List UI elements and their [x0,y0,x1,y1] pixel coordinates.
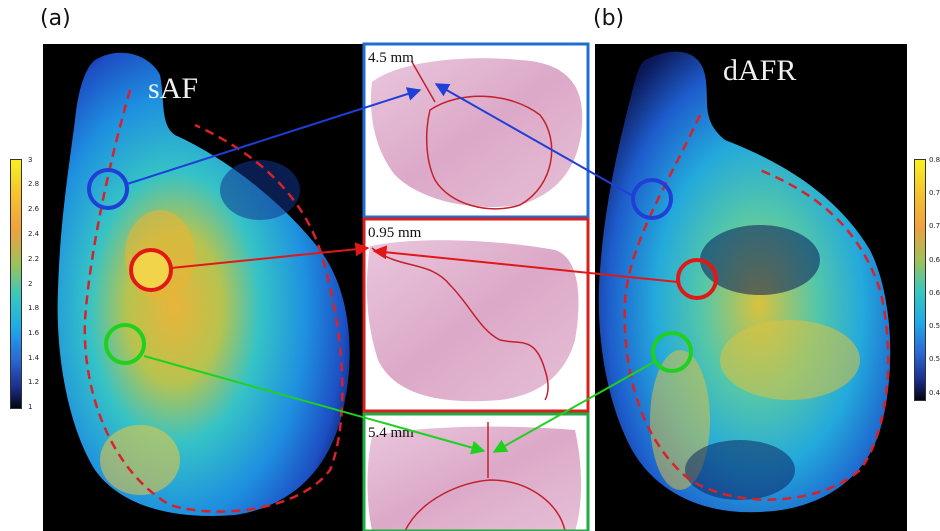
right-dark-region [685,440,795,500]
left-blue-marker [87,168,129,210]
left-colorbar-tick: 2.4 [28,230,40,238]
panel-label-a: (a) [40,6,71,31]
histology-frame [362,412,590,531]
histology-tissue [370,58,583,207]
depth-label: 5.4 mm [368,425,414,441]
left-tissue-map [57,52,350,516]
left-dark-region [220,160,300,220]
histology-frame [362,217,590,413]
panel-label-b: (b) [593,6,625,31]
left-colorbar-tick: 1.2 [28,378,40,386]
right-colorbar-tick: 0.6 [929,289,940,297]
depth-label: 4.5 mm [368,50,414,66]
left-dashed-boundary [83,89,344,513]
left-colorbar-tick: 3 [28,156,33,164]
right-colorbar-tick: 0.4 [929,389,940,397]
right-bright-region [720,320,860,400]
histology-tissue [367,426,582,531]
right-colorbar [914,159,926,401]
left-red-marker [129,248,173,292]
left-map-title: sAF [148,72,198,105]
right-colorbar-ticks: 0.8 0.7 0.7 0.6 0.6 0.5 0.5 0.4 [929,156,940,406]
histology-depth-line [411,61,436,103]
histology-tissue [366,240,579,402]
histology-panel-red: 0.95 mm [362,217,590,413]
blue-arrow-right [434,83,634,197]
left-colorbar-tick: 1 [28,403,33,411]
histology-frame [362,42,590,219]
left-colorbar-tick: 1.4 [28,354,40,362]
left-colorbar [10,159,22,409]
green-arrow-left [143,355,486,455]
left-colorbar-tick: 2.6 [28,205,40,213]
histology-panel-green: 5.4 mm [362,412,590,531]
left-green-marker [104,323,146,365]
right-red-marker [676,258,718,300]
right-dark-region [700,225,820,295]
depth-label: 0.95 mm [368,225,422,241]
left-colorbar-tick: 2.8 [28,180,40,188]
right-colorbar-tick: 0.7 [929,222,940,230]
left-colorbar-tick: 2 [28,280,33,288]
right-colorbar-tick: 0.5 [929,322,940,330]
right-dashed-boundary [623,114,890,501]
right-map-title: dAFR [723,54,796,87]
left-bright-region [100,425,180,495]
right-colorbar-tick: 0.5 [929,355,940,363]
left-colorbar-ticks: 3 2.8 2.6 2.4 2.2 2 1.8 1.6 1.4 1.2 1 [28,156,48,412]
right-colorbar-tick: 0.8 [929,156,940,164]
left-colorbar-tick: 1.6 [28,329,40,337]
right-colorbar-tick: 0.6 [929,256,940,264]
red-arrow-left [170,242,370,269]
left-colorbar-tick: 2.2 [28,255,40,263]
histology-outline [371,247,549,401]
left-colorbar-tick: 1.8 [28,304,40,312]
green-arrow-right [492,361,655,453]
histology-outline [425,95,553,210]
blue-arrow-left [126,87,422,185]
red-arrow-right [372,245,679,283]
right-blue-marker [631,178,673,220]
right-green-marker [651,331,693,373]
histology-panel-blue: 4.5 mm [362,42,590,219]
histology-outline [404,479,566,531]
right-colorbar-tick: 0.7 [929,189,940,197]
